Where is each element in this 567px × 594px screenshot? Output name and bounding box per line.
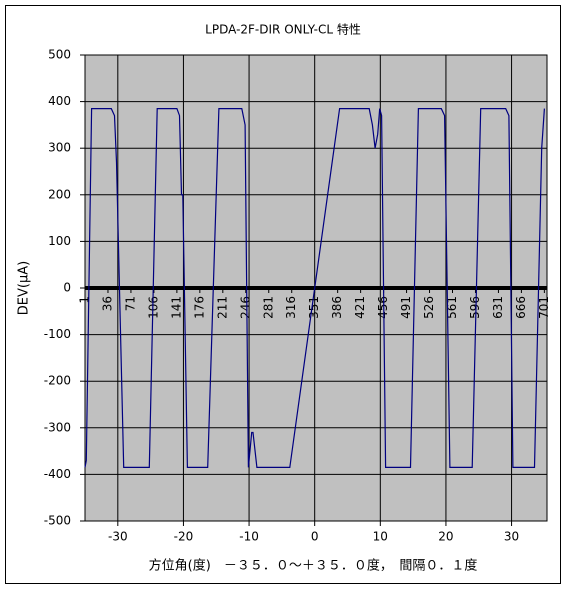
x-tick-label: 20 xyxy=(438,530,453,544)
x-axis-label: 方位角(度) －３５．０～＋３５．０度， 間隔０．１度 xyxy=(149,558,478,574)
x2-tick-label: 211 xyxy=(215,296,229,319)
x-tick-label: -20 xyxy=(174,530,194,544)
x2-tick-label: 176 xyxy=(192,296,206,319)
y-tick-label: 300 xyxy=(48,141,71,155)
x2-tick-label: 456 xyxy=(376,296,390,319)
x2-tick-label: 596 xyxy=(468,296,482,319)
x2-tick-label: 281 xyxy=(261,296,275,319)
y-tick-label: -100 xyxy=(44,327,71,341)
x2-tick-label: 141 xyxy=(169,296,183,319)
x2-tick-label: 491 xyxy=(399,296,413,319)
y-tick-label: 0 xyxy=(63,281,71,295)
x2-tick-label: 71 xyxy=(123,296,137,311)
x2-tick-label: 246 xyxy=(238,296,252,319)
x2-tick-label: 631 xyxy=(491,296,505,319)
x2-tick-label: 1 xyxy=(78,296,92,304)
x2-tick-label: 526 xyxy=(422,296,436,319)
y-tick-label: -200 xyxy=(44,374,71,388)
y-tick-label: -300 xyxy=(44,420,71,434)
y-tick-label: 400 xyxy=(48,94,71,108)
chart-title: LPDA-2F-DIR ONLY-CL 特性 xyxy=(205,22,361,37)
x2-tick-label: 701 xyxy=(537,296,551,319)
x2-tick-label: 36 xyxy=(100,296,114,311)
y-tick-label: 500 xyxy=(48,48,71,62)
y-tick-label: 200 xyxy=(48,187,71,201)
x-tick-label: 10 xyxy=(373,530,388,544)
y-tick-label: 100 xyxy=(48,234,71,248)
x2-tick-label: 386 xyxy=(330,296,344,319)
x2-tick-label: 666 xyxy=(514,296,528,319)
data-line xyxy=(84,108,545,468)
x2-tick-label: 351 xyxy=(307,296,321,319)
y-tick-label: -400 xyxy=(44,467,71,481)
x2-tick-label: 316 xyxy=(284,296,298,319)
x-tick-label: -30 xyxy=(108,530,128,544)
y-tick-label: -500 xyxy=(44,514,71,528)
x-tick-label: -10 xyxy=(239,530,259,544)
x2-tick-label: 561 xyxy=(445,296,459,319)
y-axis-label: DEV(μA) xyxy=(17,261,32,315)
x2-tick-label: 421 xyxy=(353,296,367,319)
x-tick-label: 30 xyxy=(504,530,519,544)
x-tick-label: 0 xyxy=(311,530,319,544)
